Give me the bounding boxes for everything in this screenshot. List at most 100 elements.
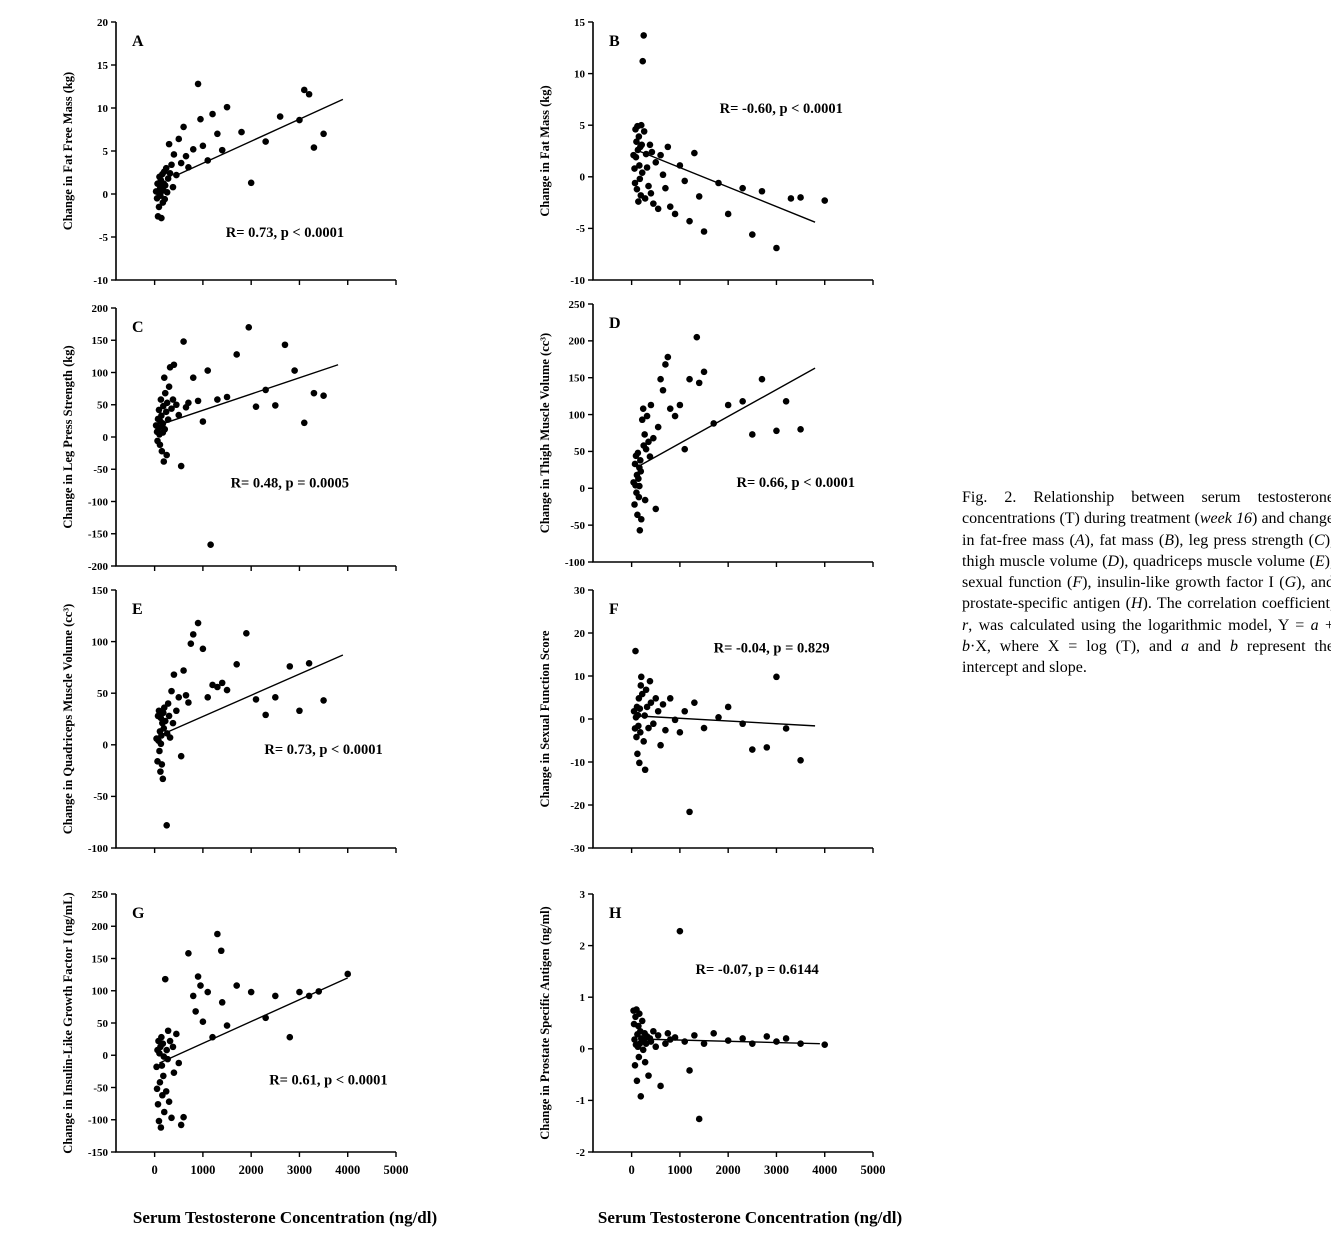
y-tick-label: -50 <box>570 520 585 532</box>
data-point <box>637 515 645 523</box>
data-point <box>160 724 168 732</box>
data-point <box>643 703 651 711</box>
data-point <box>641 496 649 504</box>
x-ticks <box>153 280 397 285</box>
data-point <box>320 697 327 704</box>
panel-D: 250 200 150 100 50 0 -50 -100 R= 0.66, p < 0.000… <box>535 294 887 572</box>
data-point <box>647 190 655 197</box>
data-point <box>646 141 654 149</box>
y-ticks: 250 200 150 100 50 0 -50 -100 -150 <box>88 889 116 1159</box>
data-point <box>185 950 192 957</box>
data-point <box>763 1033 771 1040</box>
data-point <box>647 401 655 409</box>
scatter-points <box>630 32 829 252</box>
data-point <box>156 441 164 449</box>
data-point <box>296 988 303 996</box>
data-point <box>177 159 185 167</box>
panel-C: 200 150 100 50 0 -50 -100 -150 -200 R= 0.48, p = … <box>58 298 410 576</box>
y-axis-label: Change in Fat Free Mass (kg) <box>61 72 75 230</box>
data-point <box>281 341 289 349</box>
caption-segment: G <box>1284 574 1297 592</box>
data-point <box>169 719 177 727</box>
data-point <box>639 1046 647 1054</box>
data-point <box>676 401 684 409</box>
data-point <box>657 375 664 383</box>
data-point <box>185 699 192 706</box>
data-point <box>773 673 780 681</box>
y-tick-label: -150 <box>88 1147 109 1159</box>
panel-B: 15 10 5 0 -5 -10 R= -0.60, p < 0.0001 B Change i… <box>535 12 887 290</box>
data-point <box>194 397 202 405</box>
y-ticks: 200 150 100 50 0 -50 -100 -150 -200 <box>88 303 116 573</box>
y-tick-label: 50 <box>97 688 109 700</box>
data-point <box>252 696 260 703</box>
data-point <box>739 184 746 192</box>
data-point <box>189 631 197 638</box>
data-point <box>637 456 644 464</box>
data-point <box>636 482 643 490</box>
y-tick-label: 15 <box>97 60 109 72</box>
data-point <box>635 475 642 483</box>
data-point <box>634 511 641 519</box>
scatter-points <box>630 333 804 534</box>
data-point <box>160 1072 167 1080</box>
data-point <box>641 712 648 719</box>
caption-segment: ), quadriceps muscle volume ( <box>1119 552 1315 570</box>
data-point <box>633 138 640 146</box>
data-point <box>695 193 703 200</box>
data-point <box>189 992 197 1000</box>
data-point <box>650 720 657 728</box>
data-point <box>758 187 766 195</box>
x-tick-label: 4000 <box>812 1163 837 1177</box>
data-point <box>160 709 167 717</box>
y-tick-label: 0 <box>580 714 586 726</box>
data-point <box>636 1010 643 1018</box>
data-point <box>175 694 183 701</box>
y-tick-label: 0 <box>103 432 109 444</box>
data-point <box>305 992 313 1000</box>
data-point <box>631 501 638 508</box>
data-point <box>773 427 780 435</box>
data-point <box>164 175 172 182</box>
y-tick-label: 50 <box>97 400 109 412</box>
data-point <box>157 396 165 403</box>
data-point <box>173 401 180 409</box>
data-point <box>168 405 175 412</box>
panel-letter: C <box>132 319 144 336</box>
data-point <box>166 1037 174 1045</box>
data-point <box>233 351 240 358</box>
data-point <box>156 1079 164 1086</box>
y-tick-label: 150 <box>569 373 586 385</box>
data-point <box>161 195 169 203</box>
data-point <box>639 57 647 65</box>
caption-segment: b <box>1229 637 1238 655</box>
data-point <box>638 141 646 149</box>
data-point <box>161 975 169 983</box>
data-point <box>199 1018 207 1026</box>
data-point <box>173 171 180 179</box>
data-point <box>739 720 746 728</box>
data-point <box>207 541 214 549</box>
data-point <box>166 170 174 177</box>
data-point <box>631 1062 639 1069</box>
data-point <box>641 431 648 438</box>
panel-H: 3 2 1 0 -1 -2 0 1000 2000 3000 4000 5000 R= -0.07, p… <box>535 884 887 1204</box>
data-point <box>652 695 660 702</box>
data-point <box>158 412 165 420</box>
data-point <box>645 1072 652 1079</box>
data-point <box>189 145 197 153</box>
data-point <box>194 973 202 980</box>
data-point <box>161 182 169 189</box>
y-tick-label: -10 <box>570 757 585 769</box>
data-point <box>676 729 684 736</box>
data-point <box>797 756 804 764</box>
data-point <box>662 1040 669 1047</box>
data-point <box>155 203 163 211</box>
data-point <box>163 821 170 829</box>
data-point <box>637 673 645 681</box>
data-point <box>654 205 662 213</box>
data-point <box>640 738 647 745</box>
data-point <box>180 1113 187 1121</box>
data-point <box>204 988 212 996</box>
data-point <box>223 686 231 694</box>
